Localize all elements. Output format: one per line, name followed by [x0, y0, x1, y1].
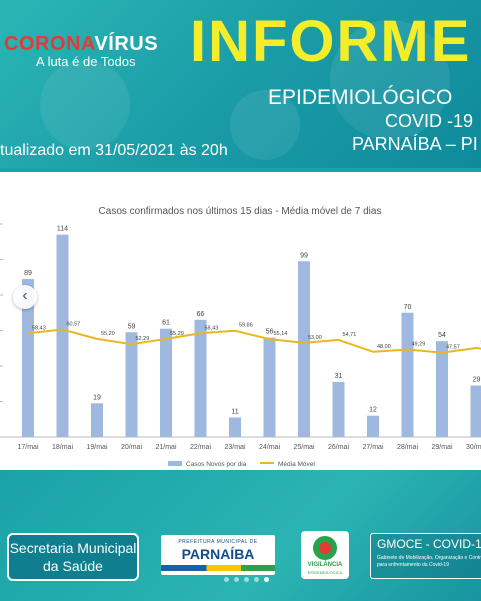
bar [263, 337, 276, 437]
city-label: PARNAÍBA – PI [352, 134, 478, 154]
x-tick-label: 19/mai [86, 444, 107, 451]
virus-decoration [40, 60, 130, 150]
bar [91, 403, 103, 437]
bar-value-label: 11 [231, 408, 238, 415]
bar [125, 332, 138, 437]
moving-average-line [27, 328, 481, 354]
coronavirus-logo: CORONAVÍRUS [4, 33, 159, 55]
bar [436, 341, 448, 437]
bar-value-label: 29 [473, 377, 481, 384]
prefeitura-name: PARNAÍBA [181, 546, 255, 562]
legend-swatch-bars [168, 461, 182, 466]
moving-average-label: 55,29 [101, 331, 115, 337]
moving-average-label: 53,00 [308, 335, 322, 341]
moving-average-label: 52,29 [136, 336, 150, 342]
vigilancia-logo: VIGILÂNCIA EPIDEMIOLÓGICA [301, 531, 349, 579]
carousel-dot[interactable] [254, 577, 259, 582]
chart-title: Casos confirmados nos últimos 15 dias - … [99, 206, 382, 217]
x-tick-label: 22/mai [190, 444, 211, 451]
gmoce-box: GMOCE - COVID-19 Gabinete de Mobilização… [370, 533, 481, 579]
x-tick-label: 21/mai [155, 444, 176, 451]
subtitle-covid: COVID -19 [385, 111, 474, 131]
x-tick-label: 27/mai [362, 444, 383, 451]
virus-decoration [330, 20, 450, 140]
carousel-indicator [224, 577, 269, 582]
secretaria-box: Secretaria Municipal da Saúde [7, 533, 139, 581]
bar [470, 385, 481, 437]
footer-banner: Secretaria Municipal da Saúde PREFEITURA… [0, 470, 481, 601]
x-tick-label: 29/mai [431, 444, 452, 451]
x-tick-label: 30/mai [466, 444, 481, 451]
x-tick-label: 26/mai [328, 444, 349, 451]
updated-timestamp: tualizado em 31/05/2021 às 20h [0, 142, 228, 159]
moving-average-label: 58,43 [32, 325, 46, 331]
gmoce-description: Gabinete de Mobilização, Organização e C… [377, 555, 481, 568]
x-tick-label: 20/mai [121, 444, 142, 451]
secretaria-label: Secretaria Municipal da Saúde [9, 540, 137, 574]
chevron-left-icon: ‹ [22, 287, 28, 304]
bar [22, 279, 34, 437]
moving-average-label: 48,00 [377, 344, 391, 350]
bar-value-label: 19 [93, 394, 101, 401]
moving-average-label: 60,57 [67, 321, 81, 327]
moving-average-label: 49,29 [412, 342, 426, 348]
bar-value-label: 70 [404, 304, 412, 311]
carousel-dot[interactable] [264, 577, 269, 582]
moving-average-label: 55,29 [170, 331, 184, 337]
x-tick-label: 25/mai [293, 444, 314, 451]
bar-value-label: 89 [24, 270, 32, 277]
subtitle-epidemiologico: EPIDEMIOLÓGICO [268, 86, 453, 109]
moving-average-label: 59,86 [239, 323, 253, 329]
x-tick-label: 28/mai [397, 444, 418, 451]
carousel-dot[interactable] [234, 577, 239, 582]
moving-average-label: 54,71 [343, 332, 357, 338]
bar [332, 381, 345, 437]
bar [229, 417, 241, 437]
x-tick-label: 18/mai [52, 444, 73, 451]
moving-average-label: 47,57 [446, 345, 460, 351]
x-tick-label: 24/mai [259, 444, 280, 451]
bar-value-label: 31 [335, 373, 343, 380]
bar [367, 415, 379, 437]
carousel-prev-button[interactable]: ‹ [13, 285, 37, 309]
prefeitura-stripe [161, 565, 275, 571]
legend-label-bars: Casos Novos por dia [186, 461, 247, 468]
bar-value-label: 114 [57, 226, 68, 233]
prefeitura-top-text: PREFEITURA MUNICIPAL DE [178, 539, 258, 545]
x-tick-label: 23/mai [224, 444, 245, 451]
cases-chart: Casos confirmados nos últimos 15 dias - … [0, 206, 481, 468]
moving-average-label: 58,43 [205, 325, 219, 331]
bar-value-label: 56 [266, 329, 274, 336]
bar-value-label: 99 [300, 252, 308, 259]
slogan: A luta é de Todos [36, 54, 136, 69]
vigilancia-label: VIGILÂNCIA [307, 562, 343, 568]
bar-value-label: 59 [128, 323, 136, 330]
bar-value-label: 66 [197, 311, 205, 318]
legend-label-line: Média Móvel [278, 461, 315, 468]
prefeitura-logo: PREFEITURA MUNICIPAL DE PARNAÍBA [161, 535, 275, 575]
page-title: INFORME [190, 9, 472, 74]
gmoce-title: GMOCE - COVID-19 [377, 537, 481, 551]
bar [401, 312, 414, 437]
vigilancia-icon [313, 536, 337, 560]
carousel-dot[interactable] [244, 577, 249, 582]
carousel-dot[interactable] [224, 577, 229, 582]
bar-value-label: 12 [369, 407, 377, 414]
moving-average-label: 55,14 [274, 331, 288, 337]
bar-value-label: 61 [162, 320, 170, 327]
virus-decoration [230, 90, 300, 160]
bar [194, 319, 207, 437]
chart-card: Casos confirmados nos últimos 15 dias - … [0, 172, 481, 470]
bar [160, 328, 172, 437]
bar [298, 261, 310, 437]
x-tick-label: 17/mai [17, 444, 38, 451]
bar-value-label: 54 [438, 332, 446, 339]
header-banner: CORONAVÍRUS A luta é de Todos INFORME EP… [0, 0, 481, 168]
vigilancia-sub: EPIDEMIOLÓGICA [307, 570, 343, 575]
bar [56, 234, 69, 437]
